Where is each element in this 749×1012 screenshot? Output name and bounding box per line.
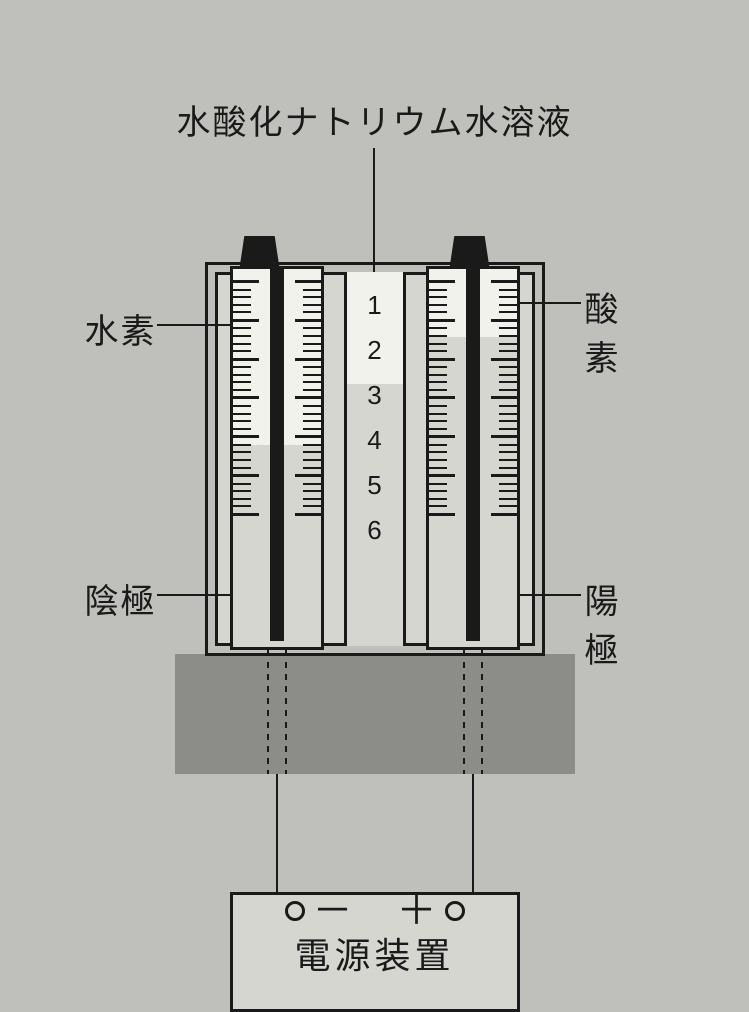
polarity-positive: ＋ bbox=[397, 901, 437, 921]
leader-cathode bbox=[157, 594, 231, 596]
leader-hydrogen bbox=[157, 324, 231, 326]
label-cathode: 陰極 bbox=[85, 574, 157, 623]
tube-right bbox=[426, 266, 520, 650]
terminal-negative bbox=[285, 901, 305, 921]
stopper-left bbox=[240, 236, 280, 268]
wire-right-dashed bbox=[463, 650, 483, 774]
power-supply: － ＋ 電源装置 bbox=[230, 892, 520, 1012]
scale-number: 3 bbox=[367, 380, 381, 411]
leader-oxygen bbox=[519, 302, 581, 304]
electrolysis-diagram: 123456 水素 酸素 陰極 bbox=[95, 154, 655, 974]
label-oxygen: 酸素 bbox=[585, 282, 655, 380]
wire-left-solid bbox=[276, 774, 278, 902]
tube-left bbox=[230, 266, 324, 650]
electrode-left bbox=[270, 269, 284, 641]
scale-number: 1 bbox=[367, 290, 381, 321]
title-label: 水酸化ナトリウム水溶液 bbox=[177, 95, 573, 144]
scale-number: 2 bbox=[367, 335, 381, 366]
scale-number: 6 bbox=[367, 515, 381, 546]
leader-anode bbox=[519, 594, 581, 596]
label-hydrogen: 水素 bbox=[85, 304, 157, 353]
center-scale-column: 1 2 3 4 5 6 bbox=[344, 272, 406, 646]
center-scale-numbers: 1 2 3 4 5 6 bbox=[347, 290, 403, 546]
polarity-negative: － bbox=[313, 901, 353, 921]
wire-right-solid bbox=[472, 774, 474, 902]
label-anode: 陽極 bbox=[585, 574, 655, 672]
scale-number: 5 bbox=[367, 470, 381, 501]
wire-left-dashed bbox=[267, 650, 287, 774]
electrode-right bbox=[466, 269, 480, 641]
terminal-positive bbox=[445, 901, 465, 921]
apparatus-base bbox=[175, 654, 575, 774]
scale-number: 4 bbox=[367, 425, 381, 456]
power-supply-label: 電源装置 bbox=[294, 927, 454, 979]
stopper-right bbox=[450, 236, 490, 268]
